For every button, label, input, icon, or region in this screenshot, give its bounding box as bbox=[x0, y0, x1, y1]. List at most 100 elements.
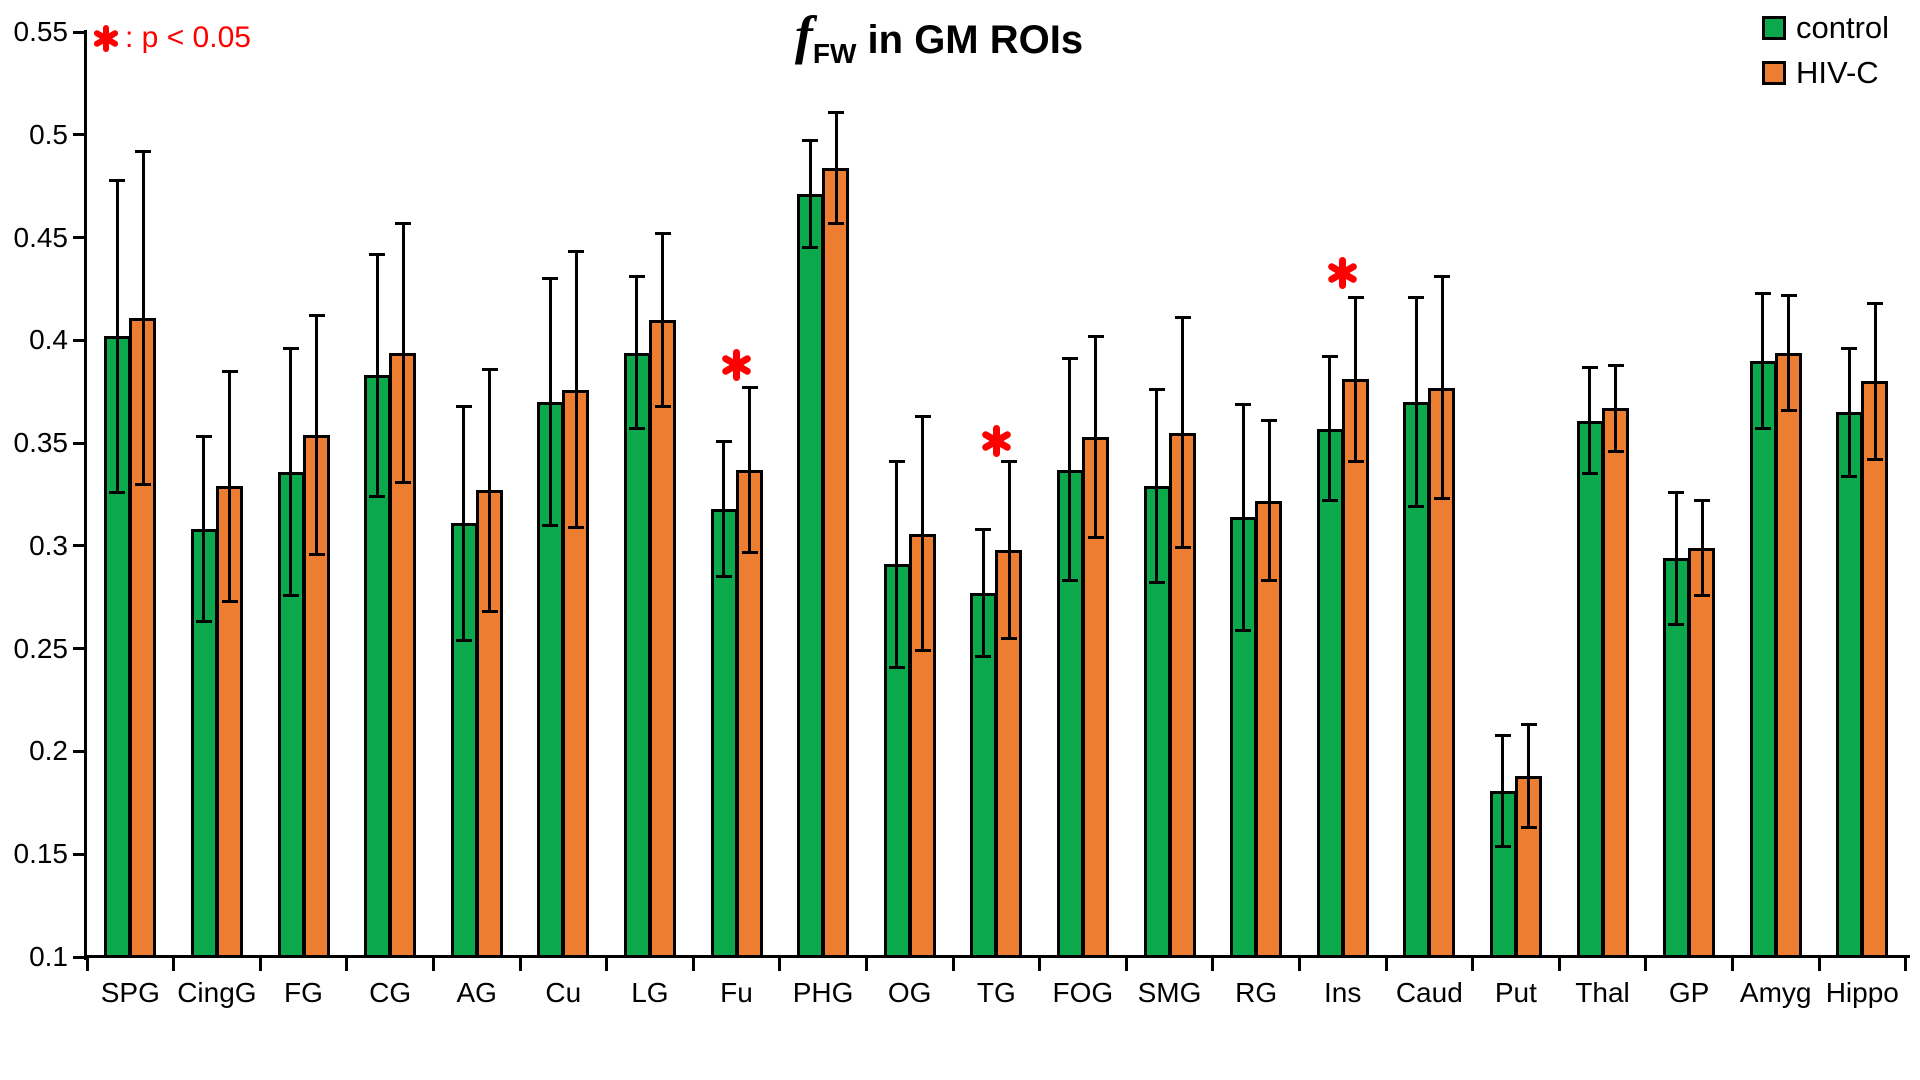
x-tick bbox=[1817, 957, 1821, 971]
y-tick bbox=[73, 441, 84, 445]
error-bar-line-HIV-C-FG bbox=[315, 315, 318, 555]
y-tick-label: 0.4 bbox=[29, 324, 68, 356]
significance-asterisk-icon bbox=[720, 349, 753, 381]
error-bar-cap bbox=[1780, 408, 1797, 412]
error-bar-line-control-SPG bbox=[115, 180, 119, 493]
error-bar-cap bbox=[1261, 579, 1278, 583]
y-tick-label: 0.5 bbox=[29, 118, 68, 150]
x-tick bbox=[691, 957, 695, 971]
y-tick-label: 0.2 bbox=[29, 735, 68, 767]
error-bar-cap bbox=[914, 649, 931, 653]
error-bar-cap bbox=[1087, 334, 1104, 338]
error-bar-cap bbox=[282, 347, 299, 351]
y-tick bbox=[73, 30, 84, 34]
error-bar-line-control-Hippo bbox=[1847, 348, 1851, 476]
x-tick-label: Hippo bbox=[1825, 977, 1899, 1008]
bar-control-Amyg bbox=[1749, 360, 1777, 958]
bar-HIV-C-FG bbox=[302, 434, 330, 958]
error-bar-line-control-RG bbox=[1241, 404, 1245, 631]
error-bar-cap bbox=[888, 460, 905, 464]
x-tick bbox=[172, 957, 176, 971]
y-axis bbox=[84, 30, 87, 960]
x-tick bbox=[778, 957, 782, 971]
error-bar-line-HIV-C-Fu bbox=[748, 387, 751, 553]
error-bar-cap bbox=[654, 231, 671, 235]
error-bar-cap bbox=[1494, 844, 1511, 848]
x-tick-label: AG bbox=[456, 977, 497, 1008]
error-bar-line-HIV-C-Caud bbox=[1440, 276, 1444, 499]
error-bar-cap bbox=[1520, 723, 1537, 727]
error-bar-line-control-Fu bbox=[722, 441, 725, 577]
error-bar-cap bbox=[1235, 402, 1252, 406]
error-bar-line-HIV-C-SMG bbox=[1181, 317, 1184, 548]
x-tick-label: PHG bbox=[792, 977, 854, 1008]
error-bar-line-control-GP bbox=[1674, 492, 1678, 624]
error-bar-line-HIV-C-Amyg bbox=[1787, 295, 1791, 411]
error-bar-cap bbox=[1607, 363, 1624, 367]
legend-swatch-hivc-icon bbox=[1762, 61, 1786, 85]
error-bar-line-control-Ins bbox=[1328, 356, 1332, 501]
chart-title: fFW in GM ROIs bbox=[795, 4, 1083, 70]
error-bar-cap bbox=[481, 367, 498, 371]
error-bar-cap bbox=[1520, 826, 1537, 829]
error-bar-cap bbox=[308, 314, 325, 318]
error-bar-cap bbox=[135, 149, 152, 153]
error-bar-cap bbox=[654, 404, 671, 408]
error-bar-cap bbox=[395, 221, 412, 225]
error-bar-cap bbox=[1347, 460, 1364, 464]
x-tick-label: TG bbox=[976, 977, 1016, 1008]
significance-asterisk-icon bbox=[980, 425, 1012, 458]
bar-HIV-C-PHG bbox=[822, 167, 850, 958]
title-f-subscript: FW bbox=[812, 38, 857, 69]
error-bar-cap bbox=[308, 552, 325, 556]
legend-item-hivc: HIV-C bbox=[1762, 55, 1889, 91]
x-tick bbox=[1384, 957, 1388, 971]
error-bar-cap bbox=[1321, 355, 1338, 359]
error-bar-cap bbox=[1780, 293, 1797, 297]
error-bar-cap bbox=[455, 404, 472, 408]
error-bar-cap bbox=[1867, 458, 1884, 462]
x-tick bbox=[1904, 957, 1908, 971]
x-tick-label: RG bbox=[1235, 977, 1278, 1008]
error-bar-cap bbox=[109, 490, 126, 494]
y-tick bbox=[73, 236, 84, 240]
error-bar-cap bbox=[1174, 546, 1191, 550]
error-bar-cap bbox=[1235, 628, 1252, 632]
error-bar-line-HIV-C-Thal bbox=[1614, 365, 1617, 452]
x-tick-label: FG bbox=[284, 977, 323, 1008]
error-bar-line-control-Cu bbox=[548, 278, 552, 526]
x-tick bbox=[1644, 957, 1648, 971]
error-bar-cap bbox=[1408, 295, 1425, 299]
error-bar-cap bbox=[542, 277, 559, 281]
x-tick-label: OG bbox=[887, 977, 932, 1008]
error-bar-cap bbox=[1148, 388, 1165, 392]
error-bar-cap bbox=[221, 599, 238, 603]
error-bar-line-control-Amyg bbox=[1761, 293, 1765, 429]
legend-label-control: control bbox=[1796, 10, 1890, 45]
y-tick-label: 0.45 bbox=[13, 221, 69, 253]
x-tick bbox=[864, 957, 868, 971]
bar-control-Ins bbox=[1316, 428, 1344, 958]
error-bar-line-HIV-C-Put bbox=[1527, 724, 1531, 828]
error-bar-cap bbox=[1434, 275, 1451, 279]
error-bar-line-HIV-C-TG bbox=[1007, 461, 1011, 639]
error-bar-cap bbox=[628, 427, 645, 431]
x-tick bbox=[1038, 957, 1042, 971]
error-bar-line-control-Caud bbox=[1414, 297, 1418, 507]
error-bar-cap bbox=[455, 638, 472, 642]
error-bar-cap bbox=[369, 252, 386, 256]
bar-HIV-C-LG bbox=[648, 319, 676, 958]
error-bar-cap bbox=[1061, 357, 1078, 361]
error-bar-line-control-CG bbox=[375, 254, 379, 497]
y-tick-label: 0.55 bbox=[13, 16, 69, 47]
error-bar-cap bbox=[568, 250, 585, 254]
y-tick bbox=[73, 647, 84, 651]
x-tick bbox=[1471, 957, 1475, 971]
x-tick bbox=[1211, 957, 1215, 971]
error-bar-cap bbox=[135, 482, 152, 486]
error-bar-line-HIV-C-CingG bbox=[228, 371, 232, 602]
error-bar-cap bbox=[975, 527, 992, 531]
significance-note: : p < 0.05 bbox=[92, 22, 251, 54]
